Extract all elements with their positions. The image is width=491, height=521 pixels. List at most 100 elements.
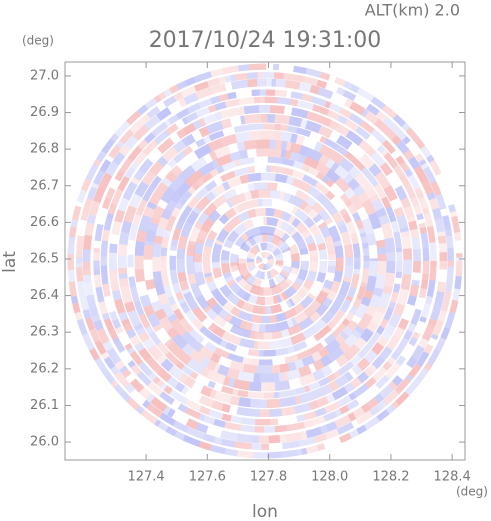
- radar-texture: [293, 152, 301, 162]
- radar-texture: [254, 269, 263, 279]
- radar-texture: [239, 268, 250, 278]
- radar-texture: [101, 351, 110, 360]
- radar-texture: [319, 135, 327, 144]
- radar-texture: [287, 361, 297, 372]
- radar-texture: [245, 321, 253, 332]
- radar-texture: [172, 420, 190, 433]
- radar-texture: [356, 87, 375, 102]
- radar-texture: [249, 130, 261, 141]
- radar-texture: [345, 220, 357, 235]
- radar-texture: [283, 73, 295, 81]
- radar-texture: [107, 202, 118, 215]
- radar-texture: [195, 294, 210, 311]
- radar-texture: [129, 223, 139, 241]
- radar-texture: [157, 155, 169, 167]
- y-unit: (deg): [22, 34, 54, 48]
- radar-texture: [327, 248, 337, 255]
- radar-texture: [175, 291, 184, 301]
- radar-texture: [446, 266, 454, 280]
- radar-texture: [159, 412, 176, 426]
- radar-texture: [120, 285, 133, 304]
- radar-texture: [340, 193, 350, 203]
- radar-texture: [327, 373, 337, 382]
- radar-texture: [355, 410, 373, 425]
- radar-texture: [115, 326, 124, 334]
- radar-texture: [114, 209, 126, 223]
- radar-texture: [212, 243, 223, 253]
- radar-texture: [304, 385, 311, 393]
- radar-texture: [288, 116, 303, 128]
- radar-texture: [239, 149, 249, 160]
- radar-texture: [437, 235, 447, 244]
- radar-texture: [144, 240, 154, 246]
- radar-texture: [279, 337, 293, 348]
- radar-texture: [268, 435, 281, 444]
- radar-texture: [395, 140, 410, 155]
- radar-texture: [411, 237, 421, 250]
- radar-texture: [281, 406, 296, 417]
- radar-texture: [336, 219, 345, 227]
- radar-texture: [161, 177, 173, 188]
- radar-texture: [342, 350, 354, 362]
- radar-texture: [437, 309, 448, 322]
- radar-texture: [334, 245, 344, 258]
- radar-texture: [312, 415, 326, 426]
- radar-texture: [103, 356, 116, 370]
- radar-texture: [282, 192, 292, 203]
- radar-texture: [165, 426, 178, 437]
- radar-texture: [284, 307, 298, 320]
- radar-texture: [170, 318, 181, 328]
- radar-texture: [70, 219, 79, 228]
- radar-texture: [285, 224, 295, 235]
- radar-texture: [290, 91, 304, 100]
- radar-texture: [421, 273, 429, 281]
- radar-texture: [328, 380, 340, 392]
- radar-texture: [148, 187, 165, 206]
- radar-texture: [414, 138, 426, 150]
- radar-texture: [185, 399, 202, 412]
- radar-texture: [337, 395, 353, 408]
- radar-texture: [343, 381, 356, 394]
- radar-texture: [237, 277, 249, 289]
- radar-texture: [420, 162, 429, 170]
- radar-texture: [391, 400, 400, 409]
- radar-texture: [167, 295, 176, 306]
- radar-texture: [121, 369, 132, 379]
- radar-texture: [388, 313, 402, 328]
- radar-texture: [222, 376, 231, 387]
- radar-texture: [203, 245, 212, 254]
- radar-texture: [152, 376, 161, 385]
- radar-texture: [281, 246, 291, 254]
- radar-texture: [435, 193, 447, 211]
- radar-texture: [236, 201, 250, 213]
- radar-texture: [166, 214, 177, 227]
- radar-texture: [388, 301, 396, 310]
- radar-texture: [419, 316, 427, 323]
- radar-texture: [254, 244, 261, 252]
- radar-texture: [442, 215, 452, 230]
- radar-texture: [307, 166, 320, 177]
- radar-texture: [280, 149, 287, 159]
- radar-texture: [299, 200, 309, 211]
- radar-texture: [423, 362, 433, 371]
- radar-texture: [192, 206, 202, 215]
- radar-texture: [390, 350, 401, 361]
- radar-texture: [421, 323, 436, 341]
- radar-texture: [431, 207, 443, 220]
- radar-texture: [230, 253, 240, 263]
- radar-texture: [272, 247, 282, 257]
- radar-texture: [185, 407, 202, 420]
- radar-texture: [213, 418, 226, 428]
- radar-image: [67, 63, 463, 459]
- radar-texture: [152, 271, 163, 282]
- radar-texture: [362, 248, 370, 256]
- radar-texture: [181, 288, 191, 295]
- radar-texture: [278, 372, 284, 382]
- radar-texture: [266, 148, 282, 158]
- radar-texture: [409, 284, 420, 297]
- radar-texture: [76, 267, 84, 282]
- radar-texture: [202, 261, 212, 274]
- radar-texture: [251, 314, 263, 324]
- radar-texture: [347, 203, 358, 216]
- x-tick-label: 127.6: [189, 470, 226, 485]
